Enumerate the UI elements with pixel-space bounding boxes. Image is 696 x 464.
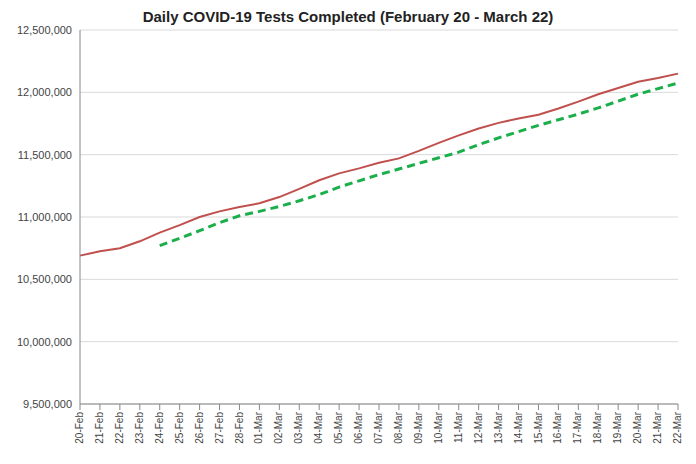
svg-text:15-Mar: 15-Mar	[533, 411, 544, 443]
svg-text:08-Mar: 08-Mar	[393, 411, 404, 443]
svg-text:10,500,000: 10,500,000	[17, 273, 72, 285]
svg-text:12,500,000: 12,500,000	[17, 24, 72, 36]
svg-text:28-Feb: 28-Feb	[234, 412, 245, 444]
svg-text:21-Feb: 21-Feb	[94, 412, 105, 444]
svg-text:17-Mar: 17-Mar	[572, 411, 583, 443]
svg-text:9,500,000: 9,500,000	[23, 398, 72, 410]
svg-text:01-Mar: 01-Mar	[254, 411, 265, 443]
svg-text:19-Mar: 19-Mar	[612, 411, 623, 443]
svg-text:10-Mar: 10-Mar	[433, 411, 444, 443]
svg-text:26-Feb: 26-Feb	[194, 412, 205, 444]
svg-text:25-Feb: 25-Feb	[174, 412, 185, 444]
svg-text:11,500,000: 11,500,000	[18, 149, 72, 161]
svg-text:11,000,000: 11,000,000	[18, 211, 72, 223]
svg-text:20-Mar: 20-Mar	[632, 411, 643, 443]
svg-text:22-Mar: 22-Mar	[672, 411, 683, 443]
svg-text:07-Mar: 07-Mar	[373, 411, 384, 443]
html-text:Daily COVID-19 Tests Completed: Daily COVID-19 Tests Completed (February…	[142, 8, 554, 25]
svg-text:04-Mar: 04-Mar	[313, 411, 324, 443]
svg-text:05-Mar: 05-Mar	[333, 411, 344, 443]
svg-text:10,000,000: 10,000,000	[17, 336, 72, 348]
svg-text:11-Mar: 11-Mar	[453, 411, 464, 443]
svg-text:13-Mar: 13-Mar	[493, 411, 504, 443]
svg-text:02-Mar: 02-Mar	[273, 411, 284, 443]
svg-text:03-Mar: 03-Mar	[293, 411, 304, 443]
svg-text:27-Feb: 27-Feb	[214, 412, 225, 444]
svg-text:20-Feb: 20-Feb	[74, 412, 85, 444]
svg-text:22-Feb: 22-Feb	[114, 412, 125, 444]
svg-text:12,000,000: 12,000,000	[17, 86, 72, 98]
svg-text:24-Feb: 24-Feb	[154, 412, 165, 444]
svg-text:12-Mar: 12-Mar	[473, 411, 484, 443]
svg-text:09-Mar: 09-Mar	[413, 411, 424, 443]
svg-text:23-Feb: 23-Feb	[134, 412, 145, 444]
svg-text:14-Mar: 14-Mar	[513, 411, 524, 443]
svg-text:18-Mar: 18-Mar	[592, 411, 603, 443]
svg-text:16-Mar: 16-Mar	[553, 411, 564, 443]
svg-text:21-Mar: 21-Mar	[652, 411, 663, 443]
svg-text:06-Mar: 06-Mar	[353, 411, 364, 443]
